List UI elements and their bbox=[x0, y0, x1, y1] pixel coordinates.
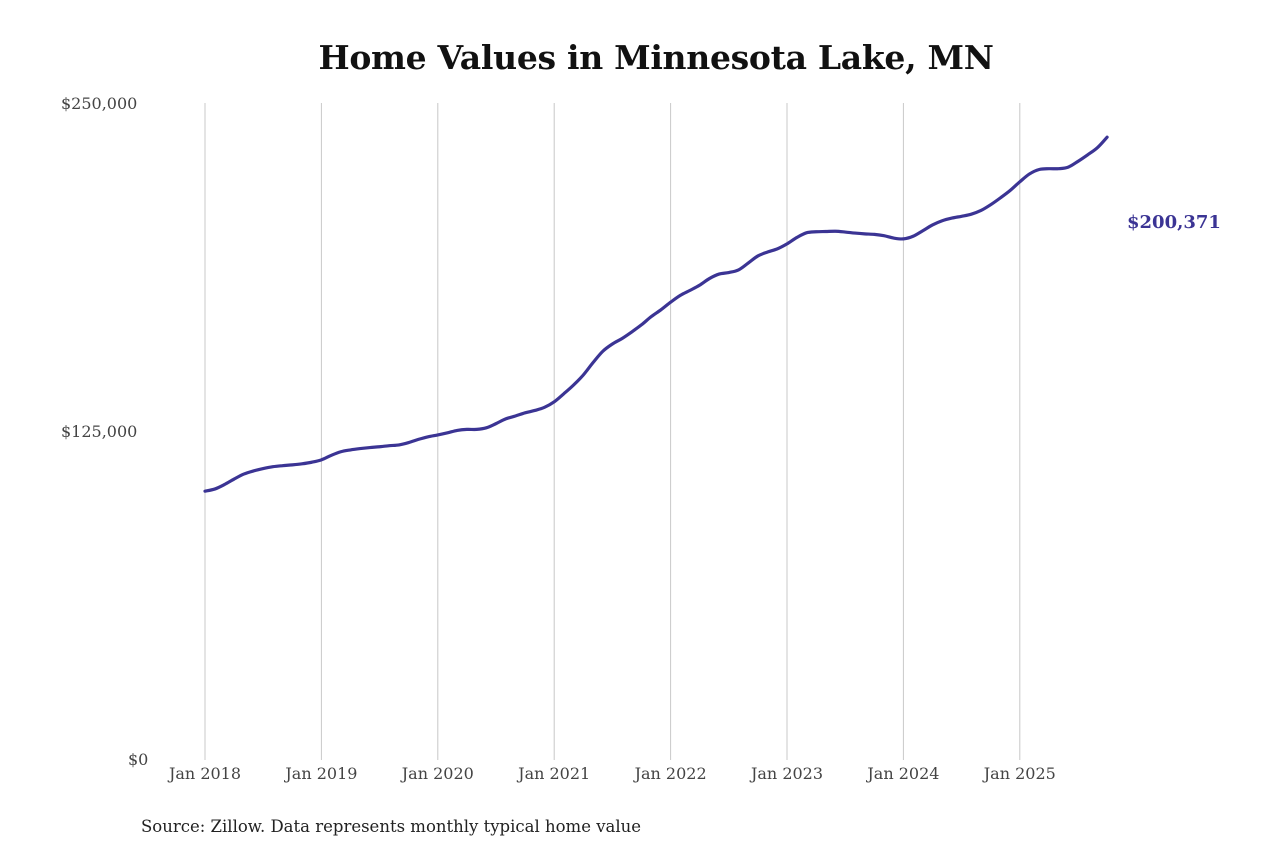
x-tick-label: Jan 2022 bbox=[634, 764, 707, 783]
x-tick-label: Jan 2018 bbox=[168, 764, 242, 783]
x-tick-label: Jan 2023 bbox=[750, 764, 824, 783]
x-tick-label: Jan 2020 bbox=[401, 764, 474, 783]
x-tick-label: Jan 2025 bbox=[983, 764, 1056, 783]
x-tick-label: Jan 2019 bbox=[285, 764, 358, 783]
x-tick-label: Jan 2021 bbox=[518, 764, 591, 783]
y-tick-0: $0 bbox=[128, 750, 149, 769]
y-tick-250000: $250,000 bbox=[61, 94, 138, 113]
y-tick-125000: $125,000 bbox=[61, 422, 138, 441]
x-gridlines bbox=[204, 103, 1021, 760]
source-note: Source: Zillow. Data represents monthly … bbox=[141, 817, 642, 836]
chart-title: Home Values in Minnesota Lake, MN bbox=[318, 38, 994, 77]
x-tick-label: Jan 2024 bbox=[867, 764, 940, 783]
last-value-label: $200,371 bbox=[1127, 212, 1221, 233]
home-value-line bbox=[203, 135, 1109, 493]
